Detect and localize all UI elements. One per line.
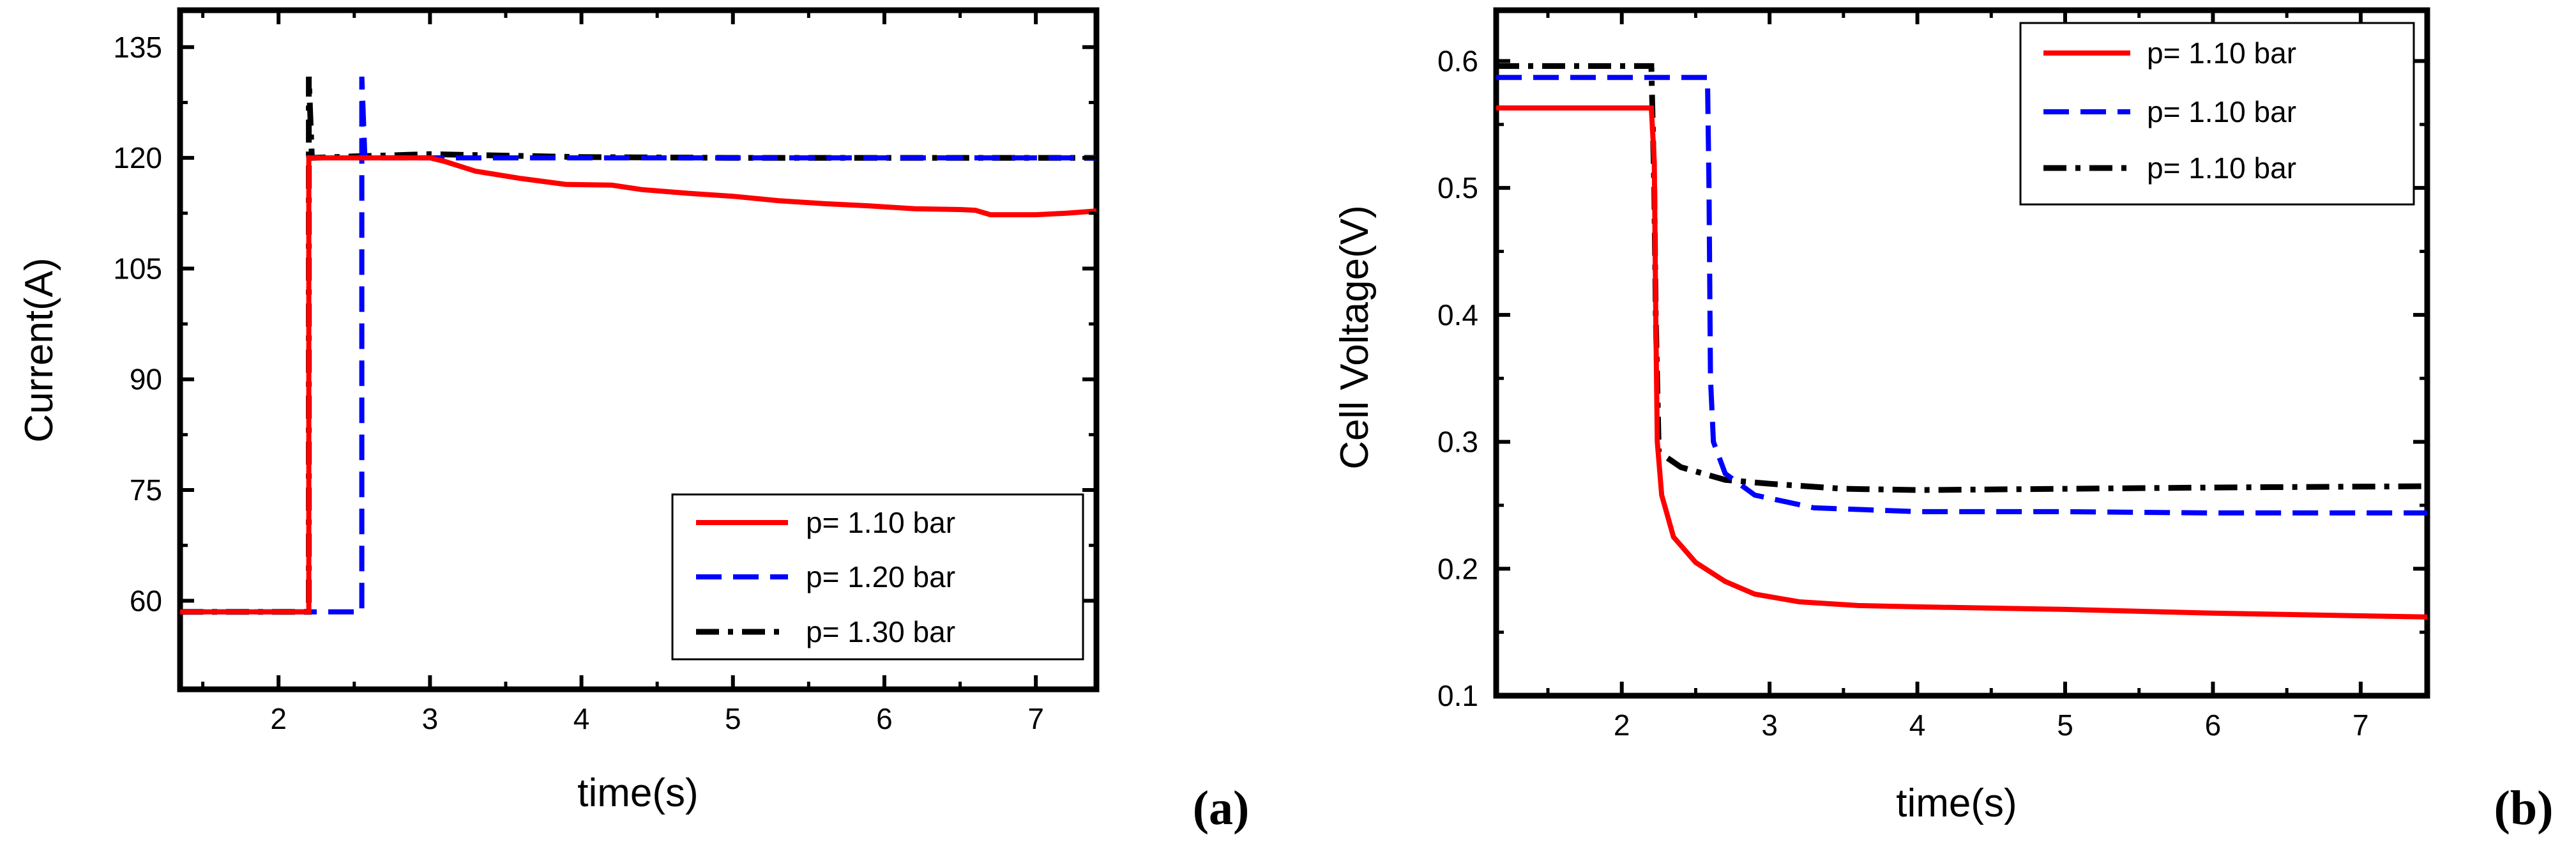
panel-a-ytick-label-3: 105: [113, 252, 162, 285]
panel-b-ylabel: Cell Voltage(V): [1333, 205, 1377, 470]
panel-b-plot-frame: [1493, 7, 2430, 699]
panel-b-ytick-label-5: 0.6: [1437, 44, 1478, 77]
panel-b-ytick-label-4: 0.5: [1437, 171, 1478, 204]
panel-a-ytick-label-5: 135: [113, 31, 162, 64]
panel-b-xtick-label-0: 2: [1614, 708, 1630, 742]
panel-a-legend-label-2: p= 1.30 bar: [806, 615, 955, 648]
panel-a-legend-label-0: p= 1.10 bar: [806, 506, 955, 539]
panel-b-voltage-chart: 2 3 4 5 6 7 0.1 0.2 0.3 0.4 0.5 0.6 time(s) Cell Vo…: [1333, 7, 2554, 835]
panel-a-series-line-0: [180, 155, 1097, 615]
panel-a-ticks-group: 2 3 4 5 6 7 60 75 90 105 120 135: [113, 10, 1096, 735]
panel-a-ylabel: Current(A): [17, 257, 61, 442]
panel-b-series-line-1: [1496, 75, 2427, 516]
panel-b-series-group: [1496, 63, 2428, 620]
panel-b-xtick-label-4: 6: [2205, 708, 2222, 742]
panel-b-xtick-label-3: 5: [2057, 708, 2073, 742]
panel-a-ytick-label-2: 90: [130, 363, 162, 396]
panel-a-current-chart: 2 3 4 5 6 7 60 75 90 105 120 135 time(s) Current(A)…: [17, 7, 1250, 835]
panel-b-series-line-0: [1496, 105, 2428, 620]
panel-a-xtick-label-3: 5: [725, 702, 741, 735]
panel-b-xlabel: time(s): [1896, 781, 2017, 825]
panel-a-ytick-label-4: 120: [113, 141, 162, 174]
panel-b-ticks-group: 2 3 4 5 6 7 0.1 0.2 0.3 0.4 0.5 0.6: [1437, 10, 2427, 742]
panel-b-legend-label-0: p= 1.10 bar: [2147, 36, 2296, 70]
panel-b-ytick-label-2: 0.3: [1437, 425, 1478, 459]
panel-a-ytick-label-0: 60: [130, 584, 162, 617]
panel-a-xtick-label-4: 6: [876, 702, 893, 735]
panel-b-ytick-label-0: 0.1: [1437, 679, 1478, 712]
panel-b-label: (b): [2494, 781, 2554, 835]
panel-a-plot-frame: [177, 7, 1100, 693]
panel-b-xtick-label-5: 7: [2352, 708, 2369, 742]
panel-a-xtick-label-2: 4: [573, 702, 590, 735]
panel-a-ytick-label-1: 75: [130, 473, 162, 507]
panel-b-legend-label-1: p= 1.10 bar: [2147, 95, 2296, 128]
panel-b-ytick-label-1: 0.2: [1437, 552, 1478, 585]
panel-a-legend-label-1: p= 1.20 bar: [806, 560, 955, 593]
panel-a-xlabel: time(s): [577, 771, 698, 815]
panel-b-xtick-label-2: 4: [1909, 708, 1926, 742]
panel-a-xtick-label-5: 7: [1027, 702, 1044, 735]
panel-b-ytick-label-3: 0.4: [1437, 298, 1478, 332]
panel-b-legend-label-2: p= 1.10 bar: [2147, 151, 2296, 185]
panel-a-label: (a): [1193, 781, 1250, 835]
panel-a-legend: p= 1.10 bar p= 1.20 bar p= 1.30 bar: [671, 493, 1084, 661]
panel-a-xtick-label-0: 2: [270, 702, 287, 735]
panel-a-series-group: [180, 76, 1097, 615]
panel-b-legend: p= 1.10 bar p= 1.10 bar p= 1.10 bar: [2019, 22, 2415, 206]
panel-a-xtick-label-1: 3: [422, 702, 439, 735]
panel-b-xtick-label-1: 3: [1761, 708, 1778, 742]
